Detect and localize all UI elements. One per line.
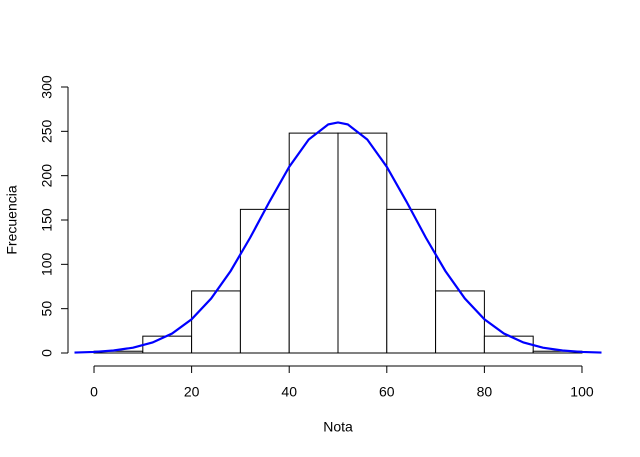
bar	[288, 132, 339, 354]
y-tick-label: 150	[39, 208, 55, 232]
bar	[435, 290, 485, 354]
x-tick-label: 80	[477, 384, 493, 400]
y-axis-label: Frecuencia	[4, 185, 20, 254]
bar	[239, 208, 290, 354]
x-tick-label: 60	[379, 384, 395, 400]
x-tick-label: 0	[90, 384, 98, 400]
y-tick-label: 100	[39, 252, 55, 276]
y-tick-label: 0	[39, 349, 55, 357]
y-tick-label: 300	[39, 75, 55, 99]
bar	[337, 132, 388, 354]
y-tick-label: 250	[39, 119, 55, 143]
bar	[483, 335, 534, 354]
x-tick-label: 20	[184, 384, 200, 400]
bar	[386, 208, 437, 354]
y-tick-label: 50	[39, 301, 55, 317]
y-tick-label: 200	[39, 164, 55, 188]
bar	[142, 335, 193, 354]
bar	[191, 290, 241, 354]
x-axis-label: Nota	[323, 419, 353, 435]
density-curve	[74, 121, 602, 354]
x-tick-label: 100	[570, 384, 594, 400]
x-tick-label: 40	[281, 384, 297, 400]
